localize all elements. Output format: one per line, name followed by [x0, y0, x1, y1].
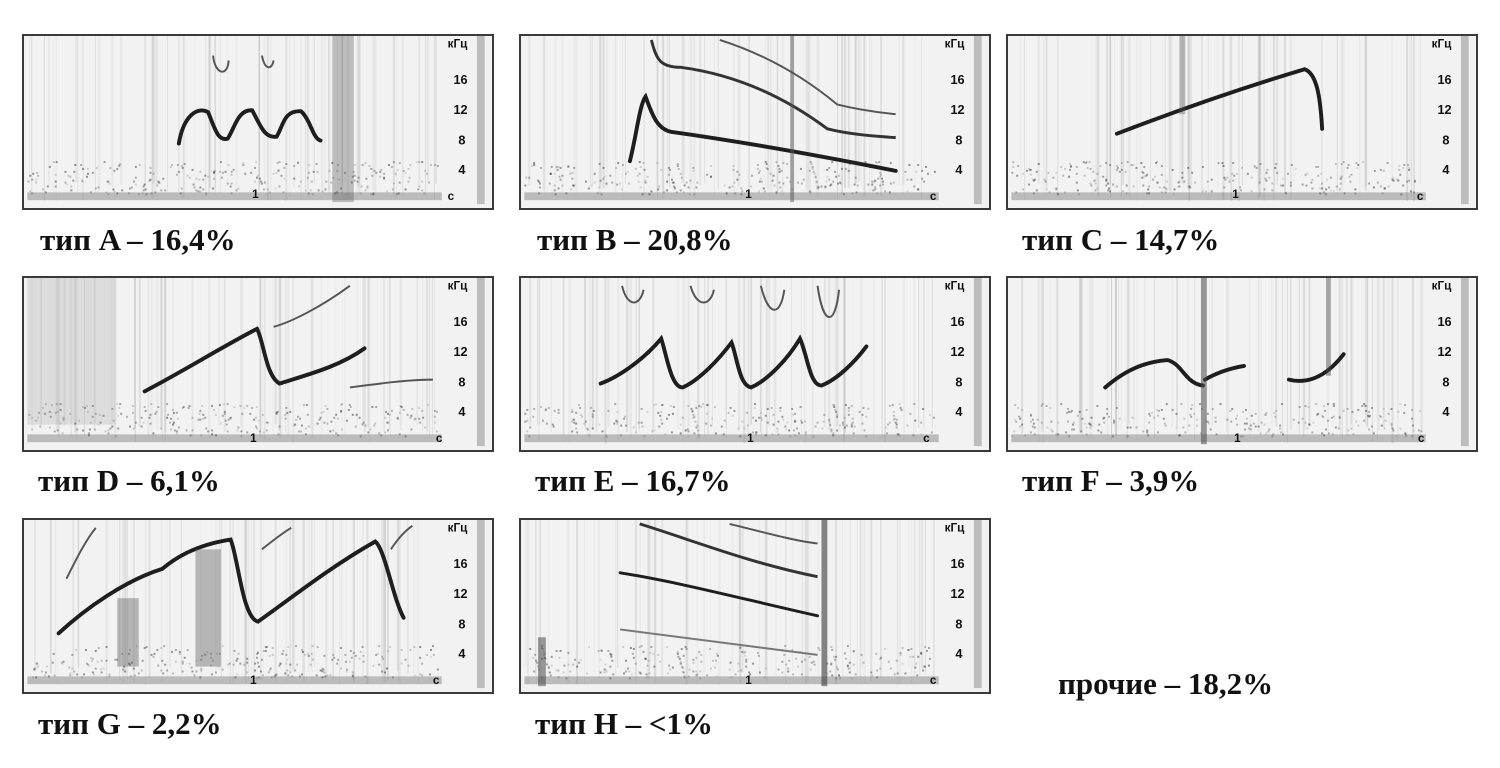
call-trace-h [618, 571, 820, 618]
tick-label-16: 16 [453, 315, 467, 329]
tick-label-8: 8 [458, 133, 465, 147]
spectrogram-panel-b: кГц 16 12 8 4 1 с [519, 34, 991, 210]
spectrogram-panel-h: кГц 16 12 8 4 1 с [519, 518, 991, 694]
frequency-axis: кГц 16 12 8 4 [945, 38, 966, 177]
tick-label-16: 16 [453, 73, 467, 87]
frequency-unit: кГц [945, 522, 966, 535]
time-mark: 1 [250, 432, 257, 445]
time-mark: 1 [745, 674, 752, 687]
tick-label-4: 4 [955, 405, 962, 419]
caption-other: прочие – 18,2% [1058, 666, 1274, 701]
tick-label-12: 12 [1437, 103, 1451, 117]
caption-d: тип D – 6,1% [38, 463, 220, 498]
time-unit: с [436, 432, 443, 445]
time-mark: 1 [250, 674, 257, 687]
frequency-unit: кГц [448, 522, 469, 535]
spectrogram-g: кГц 16 12 8 4 1 с [27, 520, 485, 689]
tick-label-12: 12 [453, 345, 467, 359]
spectrogram-panel-f: кГц 16 12 8 4 1 с [1006, 276, 1478, 452]
tick-label-8: 8 [955, 375, 962, 389]
tick-label-4: 4 [955, 647, 962, 661]
tick-label-12: 12 [950, 587, 964, 601]
tick-label-4: 4 [458, 405, 465, 419]
tick-label-16: 16 [1437, 315, 1451, 329]
caption-a: тип A – 16,4% [40, 222, 236, 257]
tick-label-4: 4 [955, 163, 962, 177]
frequency-axis: кГц 16 12 8 4 [1432, 38, 1453, 177]
tick-label-16: 16 [950, 315, 964, 329]
call-trace-a [176, 108, 323, 146]
tick-label-12: 12 [453, 587, 467, 601]
spectrogram-panel-g: кГц 16 12 8 4 1 с [22, 518, 494, 694]
frequency-unit: кГц [945, 280, 966, 293]
tick-label-16: 16 [950, 73, 964, 87]
tick-label-8: 8 [1442, 375, 1449, 389]
time-unit: с [433, 674, 440, 687]
caption-f: тип F – 3,9% [1022, 463, 1200, 498]
time-unit: с [448, 190, 455, 203]
spectrogram-f: кГц 16 12 8 4 1 с [1011, 278, 1469, 447]
tick-label-8: 8 [458, 617, 465, 631]
frequency-axis: кГц 16 12 8 4 [448, 522, 469, 661]
spectrogram-panel-d: кГц 16 12 8 4 1 с [22, 276, 494, 452]
call-trace-c [1114, 67, 1325, 136]
frequency-axis: кГц 16 12 8 4 [945, 522, 966, 661]
spectrogram-panel-c: кГц 16 12 8 4 1 с [1006, 34, 1478, 210]
tick-label-12: 12 [453, 103, 467, 117]
spectrogram-c: кГц 16 12 8 4 1 с [1011, 36, 1469, 205]
time-mark: 1 [747, 432, 754, 445]
call-trace-e [598, 334, 869, 390]
spectrogram-panel-a: кГц 16 12 8 4 1 с [22, 34, 494, 210]
tick-label-12: 12 [1437, 345, 1451, 359]
tick-label-4: 4 [1442, 405, 1449, 419]
caption-c: тип C – 14,7% [1022, 222, 1220, 257]
tick-label-8: 8 [955, 617, 962, 631]
tick-label-8: 8 [955, 133, 962, 147]
tick-label-16: 16 [1437, 73, 1451, 87]
time-mark: 1 [252, 188, 259, 201]
spectrogram-d: кГц 16 12 8 4 1 с [27, 278, 485, 447]
time-mark: 1 [1234, 432, 1241, 445]
caption-e: тип E – 16,7% [535, 463, 731, 498]
call-trace-b [627, 92, 898, 173]
call-trace-d [142, 326, 367, 394]
tick-label-8: 8 [458, 375, 465, 389]
tick-label-12: 12 [950, 345, 964, 359]
spectrogram-panel-e: кГц 16 12 8 4 1 с [519, 276, 991, 452]
spectrogram-b: кГц 16 12 8 4 1 с [524, 36, 982, 205]
spectrogram-h: кГц 16 12 8 4 1 с [524, 520, 982, 689]
caption-g: тип G – 2,2% [38, 706, 222, 741]
tick-label-8: 8 [1442, 133, 1449, 147]
frequency-unit: кГц [448, 280, 469, 293]
time-unit: с [923, 432, 930, 445]
time-unit: с [930, 674, 937, 687]
frequency-unit: кГц [1432, 38, 1453, 51]
tick-label-16: 16 [950, 557, 964, 571]
frequency-unit: кГц [945, 38, 966, 51]
call-trace-g [56, 537, 406, 636]
spectrogram-a: кГц 16 12 8 4 1 с [27, 36, 485, 205]
caption-b: тип B – 20,8% [537, 222, 733, 257]
spectrogram-e: кГц 16 12 8 4 1 с [524, 278, 982, 447]
frequency-unit: кГц [1432, 280, 1453, 293]
time-unit: с [1417, 190, 1424, 203]
tick-label-12: 12 [950, 103, 964, 117]
frequency-axis: кГц 16 12 8 4 [448, 280, 469, 419]
tick-label-16: 16 [453, 557, 467, 571]
frequency-axis: кГц 16 12 8 4 [1432, 280, 1453, 419]
tick-label-4: 4 [1442, 163, 1449, 177]
caption-h: тип H – <1% [535, 706, 713, 741]
call-trace-f [1103, 358, 1205, 390]
time-mark: 1 [745, 188, 752, 201]
time-mark: 1 [1232, 188, 1239, 201]
tick-label-4: 4 [458, 647, 465, 661]
time-unit: с [1418, 432, 1425, 445]
frequency-axis: кГц 16 12 8 4 [448, 38, 469, 177]
frequency-axis: кГц 16 12 8 4 [945, 280, 966, 419]
frequency-unit: кГц [448, 38, 469, 51]
time-unit: с [930, 190, 937, 203]
tick-label-4: 4 [458, 163, 465, 177]
